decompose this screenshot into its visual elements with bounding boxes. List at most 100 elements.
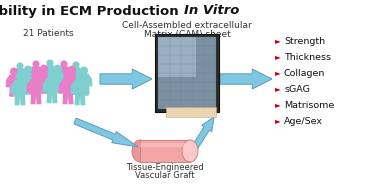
Polygon shape: [75, 94, 79, 105]
Polygon shape: [60, 67, 68, 77]
Circle shape: [64, 71, 72, 79]
Circle shape: [81, 67, 88, 74]
Polygon shape: [50, 73, 55, 84]
Polygon shape: [85, 86, 88, 95]
Polygon shape: [65, 77, 68, 85]
Polygon shape: [72, 81, 77, 93]
Polygon shape: [27, 81, 32, 93]
Polygon shape: [31, 80, 41, 93]
Polygon shape: [10, 87, 13, 96]
Polygon shape: [75, 81, 85, 94]
Text: Collagen: Collagen: [284, 68, 325, 77]
Polygon shape: [24, 81, 29, 94]
Polygon shape: [54, 84, 58, 93]
Circle shape: [55, 65, 61, 72]
Polygon shape: [43, 80, 48, 92]
Polygon shape: [32, 67, 40, 77]
Polygon shape: [29, 68, 33, 77]
Polygon shape: [23, 70, 27, 79]
Polygon shape: [43, 67, 47, 76]
Polygon shape: [63, 93, 68, 104]
Polygon shape: [16, 69, 24, 79]
Polygon shape: [74, 118, 138, 147]
Circle shape: [24, 66, 32, 73]
Polygon shape: [68, 85, 72, 94]
Polygon shape: [76, 74, 80, 85]
Polygon shape: [33, 77, 36, 85]
Circle shape: [32, 71, 40, 79]
Polygon shape: [14, 87, 18, 96]
Text: Age/Sex: Age/Sex: [284, 116, 323, 125]
Text: Thickness: Thickness: [284, 53, 331, 61]
Polygon shape: [193, 117, 214, 149]
Polygon shape: [24, 85, 27, 94]
Circle shape: [61, 61, 67, 67]
Ellipse shape: [182, 140, 198, 162]
Polygon shape: [59, 81, 64, 93]
Polygon shape: [220, 69, 272, 89]
Text: Strength: Strength: [284, 36, 325, 46]
Polygon shape: [100, 69, 152, 89]
Polygon shape: [15, 81, 25, 94]
Polygon shape: [59, 84, 62, 93]
Polygon shape: [81, 94, 85, 105]
Text: Inter-Donor/Patient Variability in ECM Production: Inter-Donor/Patient Variability in ECM P…: [0, 5, 183, 18]
Text: Tissue-Engineered: Tissue-Engineered: [126, 163, 204, 171]
Polygon shape: [36, 73, 40, 84]
Circle shape: [33, 61, 39, 67]
Polygon shape: [72, 78, 76, 86]
Circle shape: [16, 73, 24, 80]
Polygon shape: [80, 86, 83, 95]
Polygon shape: [10, 75, 19, 87]
Polygon shape: [84, 81, 89, 94]
Polygon shape: [47, 73, 52, 84]
Polygon shape: [39, 68, 43, 77]
Polygon shape: [71, 81, 76, 94]
Text: Vascular Graft: Vascular Graft: [135, 170, 195, 180]
Ellipse shape: [132, 140, 148, 162]
Polygon shape: [76, 75, 81, 86]
Circle shape: [48, 70, 56, 78]
Text: Cell-Assembled extracellular: Cell-Assembled extracellular: [122, 22, 252, 30]
Polygon shape: [64, 74, 68, 85]
Polygon shape: [76, 78, 79, 86]
FancyBboxPatch shape: [158, 37, 216, 109]
FancyBboxPatch shape: [158, 37, 196, 77]
Polygon shape: [50, 76, 53, 84]
Circle shape: [73, 62, 79, 68]
Polygon shape: [11, 81, 16, 94]
Polygon shape: [69, 93, 73, 104]
Polygon shape: [37, 93, 41, 104]
Polygon shape: [40, 84, 43, 93]
Polygon shape: [13, 70, 17, 79]
FancyBboxPatch shape: [140, 143, 190, 147]
Polygon shape: [53, 67, 57, 76]
Polygon shape: [36, 77, 40, 85]
Polygon shape: [21, 94, 25, 105]
Polygon shape: [40, 72, 49, 84]
Polygon shape: [6, 76, 10, 87]
Text: ►: ►: [275, 101, 281, 109]
Polygon shape: [20, 79, 23, 87]
Polygon shape: [40, 81, 45, 93]
Polygon shape: [31, 93, 35, 104]
Polygon shape: [20, 74, 24, 85]
Text: 21 Patients: 21 Patients: [23, 29, 73, 39]
FancyBboxPatch shape: [155, 34, 219, 112]
Polygon shape: [46, 66, 54, 76]
Polygon shape: [47, 92, 52, 103]
Polygon shape: [18, 76, 22, 87]
Circle shape: [40, 65, 47, 72]
Text: ►: ►: [275, 84, 281, 94]
Polygon shape: [72, 85, 76, 94]
Polygon shape: [60, 77, 63, 85]
Polygon shape: [47, 79, 57, 92]
Polygon shape: [166, 107, 216, 117]
Text: ►: ►: [275, 116, 281, 125]
Text: ►: ►: [275, 68, 281, 77]
Polygon shape: [79, 69, 83, 78]
Polygon shape: [56, 80, 61, 92]
Polygon shape: [68, 73, 76, 85]
FancyBboxPatch shape: [140, 140, 190, 162]
Circle shape: [76, 73, 84, 80]
